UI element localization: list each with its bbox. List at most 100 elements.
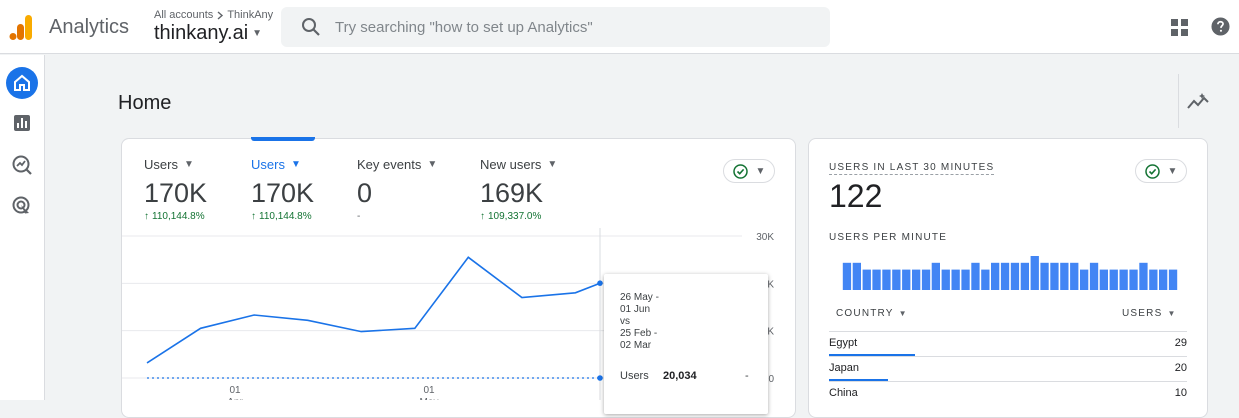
country-users: 10	[1174, 387, 1187, 399]
table-divider	[829, 356, 1187, 357]
metric-new-users[interactable]: New users ▼ 169K ↑ 109,337.0%	[480, 157, 557, 222]
x-tick-label: 01	[423, 385, 435, 396]
minute-bar	[981, 269, 990, 290]
home-icon	[14, 74, 30, 91]
minute-bar	[912, 269, 921, 290]
users-per-minute-label: USERS PER MINUTE	[829, 232, 948, 243]
metric-delta: ↑ 109,337.0%	[480, 211, 542, 222]
minute-bar	[862, 269, 871, 290]
metric-delta: ↑ 110,144.8%	[144, 211, 205, 222]
breadcrumb-account: ThinkAny	[227, 9, 274, 21]
tooltip-comparison: -	[745, 370, 749, 382]
country-users-bar	[829, 379, 889, 381]
explore-trend-icon	[12, 155, 32, 175]
country-name: China	[829, 387, 858, 399]
minute-bar	[1099, 269, 1108, 290]
minute-bar	[892, 269, 901, 290]
data-quality-button[interactable]: ▼	[723, 159, 775, 183]
metric-label[interactable]: Key events ▼	[357, 157, 438, 172]
minute-bar	[1000, 262, 1010, 290]
minute-bar	[1010, 262, 1020, 290]
metric-users-comparison[interactable]: Users ▼ 170K ↑ 110,144.8%	[144, 157, 207, 222]
x-tick-month: Apr	[227, 397, 243, 400]
metric-value: 169K	[480, 178, 544, 208]
data-point	[597, 280, 603, 286]
help-icon[interactable]	[1211, 17, 1230, 36]
caret-down-icon: ▼	[1167, 165, 1178, 177]
minute-bar	[1089, 262, 1099, 290]
metric-label[interactable]: New users ▼	[480, 157, 558, 172]
search-input[interactable]	[335, 18, 815, 36]
minute-bar	[1129, 269, 1138, 290]
chart-tooltip: 26 May - 01 Jun vs 25 Feb - 02 Mar Users…	[604, 274, 768, 414]
realtime-title[interactable]: USERS IN LAST 30 MINUTES	[829, 162, 995, 175]
app-title: Analytics	[49, 16, 130, 38]
minute-bar	[951, 269, 960, 290]
property-name: thinkany.ai	[154, 22, 249, 44]
caret-down-icon: ▼	[183, 159, 194, 170]
top-app-bar: Analytics All accounts ThinkAny thinkany…	[0, 0, 1239, 54]
minute-bar	[1030, 256, 1039, 290]
search-icon	[302, 18, 320, 36]
minute-bar	[882, 269, 891, 290]
caret-down-icon: ▼	[755, 165, 766, 177]
minute-bar	[1159, 269, 1168, 290]
search-bar[interactable]	[281, 7, 830, 47]
realtime-data-quality-button[interactable]: ▼	[1135, 159, 1187, 183]
country-users-bar	[829, 354, 915, 356]
nav-home[interactable]	[6, 67, 38, 99]
metric-users[interactable]: Users ▼ 170K ↑ 110,144.8%	[251, 157, 314, 222]
chevron-right-icon	[217, 10, 224, 20]
minute-bar	[872, 269, 881, 290]
minute-bar	[852, 262, 861, 290]
column-header-country[interactable]: COUNTRY ▼	[836, 308, 908, 319]
users-per-minute-chart[interactable]	[842, 254, 1178, 290]
minute-bar	[971, 262, 980, 290]
y-tick-label: 0	[768, 374, 774, 385]
minute-bar	[991, 262, 1000, 290]
minute-bar	[961, 269, 970, 290]
side-navigation	[0, 55, 45, 400]
insights-icon[interactable]	[1187, 92, 1209, 110]
minute-bar	[931, 262, 940, 290]
breadcrumb-root: All accounts	[154, 9, 214, 21]
metric-label[interactable]: Users ▼	[251, 157, 301, 172]
nav-advertising[interactable]	[6, 190, 38, 222]
minute-bar	[1070, 262, 1079, 290]
nav-reports[interactable]	[6, 107, 38, 139]
y-tick-label: K	[767, 279, 774, 290]
caret-down-icon: ▼	[427, 159, 438, 170]
caret-down-icon: ▼	[547, 159, 558, 170]
divider	[1178, 74, 1179, 128]
nav-explore[interactable]	[6, 149, 38, 181]
country-users: 29	[1174, 337, 1187, 349]
arrow-up-icon: ↑	[144, 211, 149, 222]
column-header-users[interactable]: USERS ▼	[1122, 308, 1177, 319]
analytics-logo-icon[interactable]	[9, 14, 33, 40]
metric-key-events[interactable]: Key events ▼ 0 -	[357, 157, 437, 222]
metric-value: 170K	[251, 178, 315, 208]
tooltip-date-range: 26 May - 01 Jun vs 25 Feb - 02 Mar	[620, 292, 659, 351]
minute-bar	[1050, 262, 1059, 290]
minute-bar	[1040, 262, 1049, 290]
minute-bar	[842, 262, 852, 290]
table-divider	[829, 331, 1187, 332]
bar-chart-icon	[14, 115, 30, 131]
minute-bar	[941, 269, 950, 290]
metric-label[interactable]: Users ▼	[144, 157, 194, 172]
minute-bar	[902, 269, 911, 290]
active-tab-indicator	[251, 137, 315, 141]
arrow-up-icon: ↑	[480, 211, 485, 222]
series-line-current	[146, 256, 601, 364]
x-tick-month: May	[420, 397, 439, 400]
property-selector[interactable]: thinkany.ai ▼	[154, 22, 262, 45]
country-name: Egypt	[829, 337, 858, 349]
minute-bar	[1119, 269, 1128, 290]
minute-bar	[1139, 262, 1148, 290]
apps-grid-icon[interactable]	[1171, 19, 1188, 36]
account-breadcrumb[interactable]: All accounts ThinkAny	[154, 9, 273, 21]
check-circle-icon	[1144, 163, 1160, 179]
caret-down-icon: ▼	[252, 28, 263, 39]
country-users: 20	[1174, 362, 1187, 374]
page-title: Home	[118, 92, 172, 114]
